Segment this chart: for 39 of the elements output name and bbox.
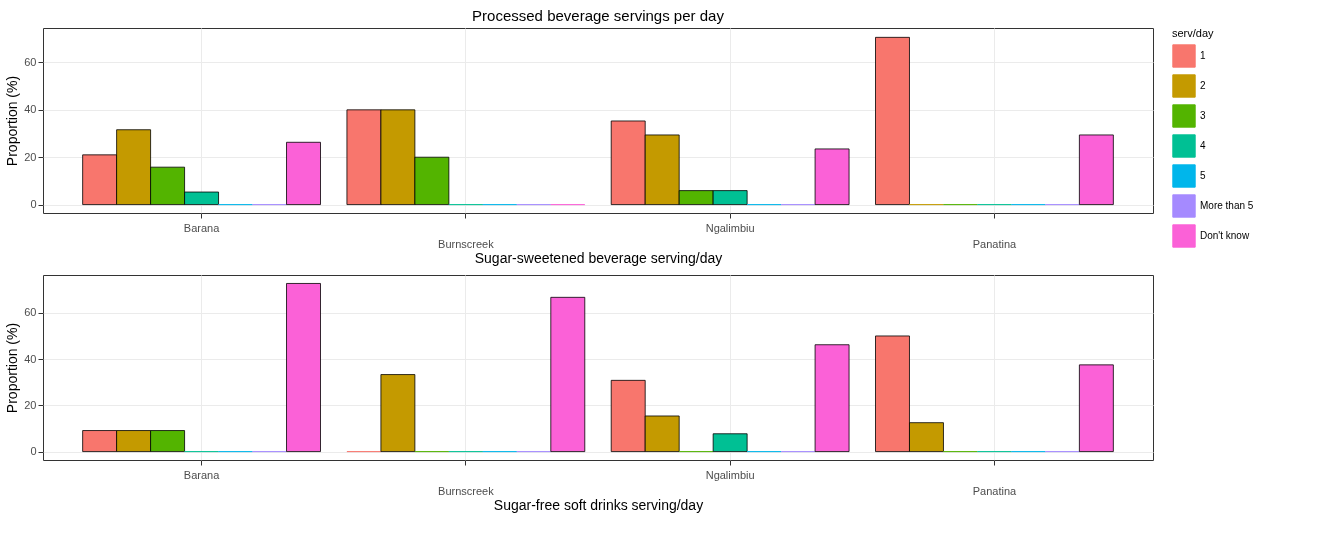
- bar: [286, 283, 321, 452]
- legend-label: 2: [1200, 80, 1206, 91]
- x-tick-label: Ngalimbiu: [705, 221, 755, 234]
- legend-label: 4: [1200, 140, 1206, 151]
- y-tick-label: 40: [24, 103, 37, 116]
- legend-label: 5: [1200, 170, 1206, 181]
- y-tick-label: 0: [30, 445, 37, 458]
- y-tick-label: 20: [24, 150, 37, 163]
- chart-title: Processed beverage servings per day: [472, 7, 725, 24]
- legend-label: 1: [1200, 50, 1206, 61]
- y-axis-title: Proportion (%): [4, 322, 21, 414]
- x-tick-label: Barana: [183, 468, 221, 481]
- y-tick-label: 60: [24, 306, 37, 319]
- bar: [380, 374, 416, 452]
- bar: [1078, 134, 1114, 205]
- legend-title: serv/day: [1172, 27, 1215, 39]
- x-tick-label: Panatina: [972, 484, 1018, 497]
- y-tick-label: 0: [30, 198, 37, 211]
- y-tick-label: 20: [24, 398, 37, 411]
- bar: [286, 141, 321, 205]
- bar: [875, 36, 910, 205]
- x-axis-title: Sugar-free soft drinks serving/day: [493, 496, 704, 513]
- x-axis-title: Sugar-sweetened beverage serving/day: [474, 249, 723, 266]
- bar: [712, 433, 748, 452]
- x-tick-label: Ngalimbiu: [705, 468, 755, 481]
- x-tick-label: Burnscreek: [438, 237, 495, 250]
- y-tick-label: 40: [24, 352, 37, 365]
- x-tick-label: Panatina: [972, 237, 1018, 250]
- bar: [814, 344, 850, 452]
- y-axis-title: Proportion (%): [4, 75, 21, 167]
- legend-label: 3: [1200, 110, 1206, 121]
- y-tick-label: 60: [24, 55, 37, 68]
- bar: [1078, 364, 1114, 452]
- bar: [550, 296, 586, 452]
- legend-label: More than 5: [1200, 200, 1254, 211]
- x-tick-label: Barana: [183, 221, 221, 234]
- x-tick-label: Burnscreek: [438, 484, 495, 497]
- legend-label: Don't know: [1200, 230, 1250, 241]
- bar: [814, 148, 850, 205]
